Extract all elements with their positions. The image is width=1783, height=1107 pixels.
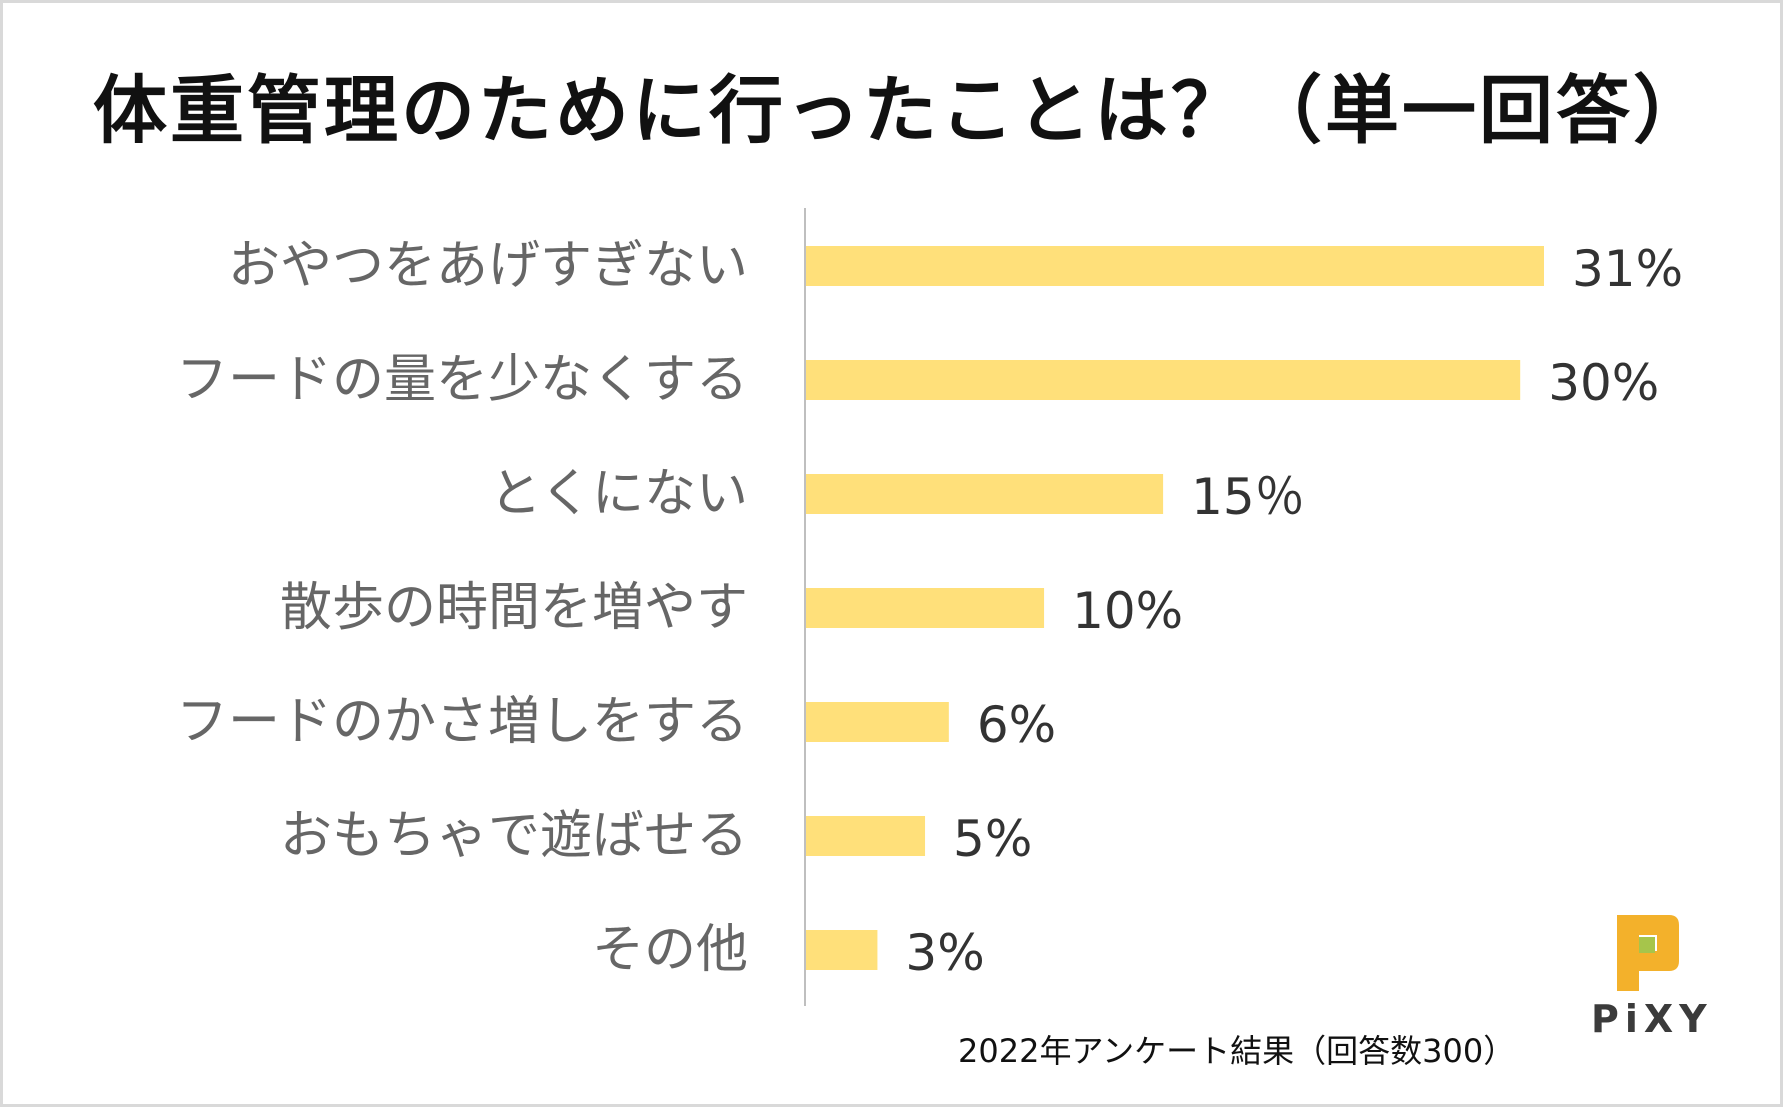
logo-text: PiXY — [1591, 997, 1713, 1041]
footnote: 2022年アンケート結果（回答数300） — [958, 1032, 1516, 1070]
category-label: フードのかさ増しをする — [176, 692, 748, 752]
bar — [806, 474, 1164, 514]
bars-group: おやつをあげすぎない 31% フードの量を少なくする 30% とくにない 15％ 散歩の時間… — [176, 236, 1683, 982]
bar — [806, 930, 878, 970]
bar — [806, 588, 1045, 628]
value-label: 6% — [977, 696, 1056, 754]
bar — [806, 702, 949, 742]
bar — [806, 246, 1544, 286]
category-label: フードの量を少なくする — [176, 350, 748, 410]
value-label: 10% — [1072, 582, 1183, 640]
category-label: その他 — [592, 920, 748, 980]
value-label: 5% — [953, 810, 1032, 868]
value-label: 30% — [1548, 354, 1659, 412]
bar — [806, 816, 926, 856]
value-label: 15％ — [1191, 468, 1305, 526]
pixy-logo: PiXY — [1591, 915, 1713, 1045]
bar — [806, 360, 1521, 400]
value-label: 31% — [1572, 240, 1683, 298]
value-label: 3% — [905, 924, 984, 982]
category-label: おやつをあげすぎない — [228, 236, 748, 296]
pixy-logo-icon — [1617, 915, 1679, 991]
category-label: おもちゃで遊ばせる — [280, 806, 748, 866]
bar-chart: おやつをあげすぎない 31% フードの量を少なくする 30% とくにない 15％ 散歩の時間… — [176, 208, 1683, 1006]
category-label: とくにない — [490, 464, 748, 524]
category-label: 散歩の時間を増やす — [280, 578, 748, 638]
chart-title: 体重管理のために行ったことは？（単一回答） — [93, 68, 1710, 154]
